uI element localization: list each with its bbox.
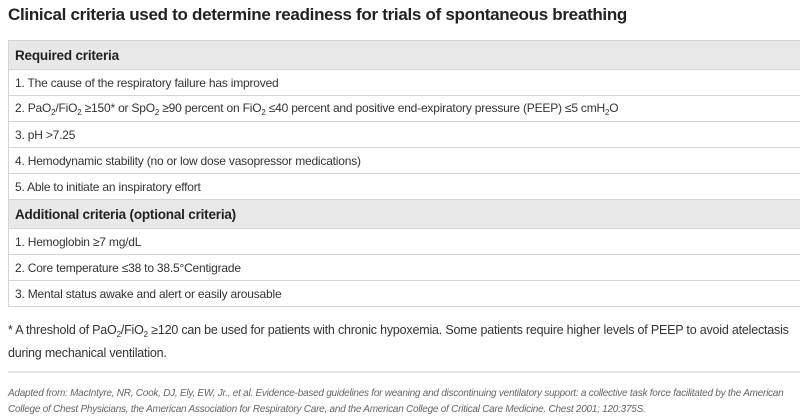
table-row: 1. The cause of the respiratory failure … [8, 69, 800, 96]
table-row: 4. Hemodynamic stability (no or low dose… [8, 147, 800, 174]
criteria-cell: 2. PaO2/FiO2 ≥150* or SpO2 ≥90 percent o… [8, 95, 800, 122]
section-header: Required criteria [8, 40, 800, 70]
criteria-cell: 3. Mental status awake and alert or easi… [8, 280, 800, 307]
table-row: 3. pH >7.25 [8, 121, 800, 148]
criteria-cell: 2. Core temperature ≤38 to 38.5°Centigra… [8, 254, 800, 281]
criteria-cell: 1. Hemoglobin ≥7 mg/dL [8, 228, 800, 255]
table-row: 3. Mental status awake and alert or easi… [8, 280, 800, 307]
section-header-row: Required criteria [8, 40, 800, 70]
criteria-table: Required criteria 1. The cause of the re… [8, 40, 800, 307]
criteria-cell: 5. Able to initiate an inspiratory effor… [8, 173, 800, 200]
table-row: 1. Hemoglobin ≥7 mg/dL [8, 228, 800, 255]
criteria-cell: 1. The cause of the respiratory failure … [8, 69, 800, 96]
divider [8, 371, 800, 373]
section-header: Additional criteria (optional criteria) [8, 199, 800, 229]
footnote: * A threshold of PaO2/FiO2 ≥120 can be u… [8, 323, 789, 360]
criteria-cell: 4. Hemodynamic stability (no or low dose… [8, 147, 800, 174]
section-header-row: Additional criteria (optional criteria) [8, 199, 800, 229]
criteria-cell: 3. pH >7.25 [8, 121, 800, 148]
table-row: 2. PaO2/FiO2 ≥150* or SpO2 ≥90 percent o… [8, 95, 800, 122]
page-title: Clinical criteria used to determine read… [8, 5, 628, 24]
table-row: 2. Core temperature ≤38 to 38.5°Centigra… [8, 254, 800, 281]
citation: Adapted from: MacIntyre, NR, Cook, DJ, E… [8, 388, 784, 415]
table-row: 5. Able to initiate an inspiratory effor… [8, 173, 800, 200]
